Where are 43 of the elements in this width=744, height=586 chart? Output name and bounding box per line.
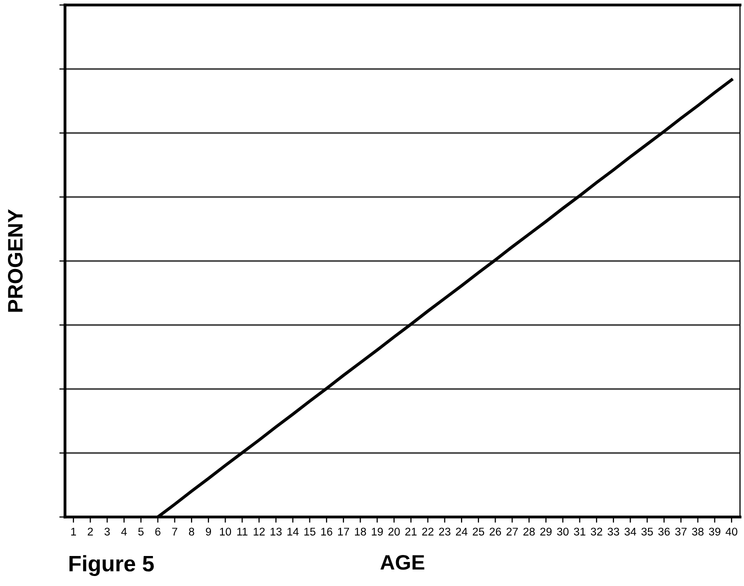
x-tick-label: 14 [287, 528, 299, 536]
x-tick-label: 24 [456, 528, 468, 536]
x-tick-label: 17 [338, 528, 350, 536]
x-tick-label: 22 [422, 528, 434, 536]
x-tick-label: 9 [206, 528, 211, 536]
x-tick-label: 18 [354, 528, 366, 536]
x-axis-title: AGE [380, 554, 424, 570]
x-tick-label: 25 [472, 528, 484, 536]
x-tick-label: 32 [590, 528, 602, 536]
x-tick-label: 15 [304, 528, 316, 536]
x-tick-label: 2 [88, 528, 93, 536]
x-tick-label: 29 [540, 528, 552, 536]
x-tick-label: 28 [523, 528, 535, 536]
x-tick-label: 3 [104, 528, 110, 536]
x-tick-label: 27 [506, 528, 518, 536]
x-tick-label: 5 [138, 528, 144, 536]
x-tick-label: 10 [220, 528, 232, 536]
x-tick-label: 13 [270, 528, 282, 536]
x-tick-label: 35 [641, 528, 653, 536]
x-tick-label: 23 [439, 528, 450, 536]
x-tick-label: 38 [692, 528, 704, 536]
x-tick-label: 39 [708, 528, 720, 536]
x-tick-label: 11 [237, 528, 248, 536]
x-tick-label: 33 [608, 528, 620, 536]
x-tick-label: 6 [155, 528, 160, 536]
y-axis-title: PROGENY [8, 209, 23, 312]
x-tick-label: 21 [405, 528, 417, 536]
x-tick-label: 40 [726, 528, 738, 536]
x-tick-label: 4 [121, 528, 127, 536]
x-tick-label: 1 [71, 528, 76, 536]
x-tick-label: 31 [574, 528, 586, 536]
x-tick-label: 8 [188, 528, 194, 536]
x-tick-label: 34 [624, 528, 636, 536]
x-tick-label: 26 [490, 528, 502, 536]
x-tick-label: 30 [557, 528, 569, 536]
x-tick-label: 12 [254, 528, 265, 536]
caption: Figure 5 [69, 555, 154, 576]
x-tick-label: 16 [321, 528, 332, 536]
x-tick-label: 36 [658, 528, 670, 536]
x-tick-label: 37 [675, 528, 687, 536]
x-tick-label: 19 [372, 528, 383, 536]
x-tick-label: 7 [172, 528, 178, 536]
x-tick-label: 20 [388, 528, 400, 536]
